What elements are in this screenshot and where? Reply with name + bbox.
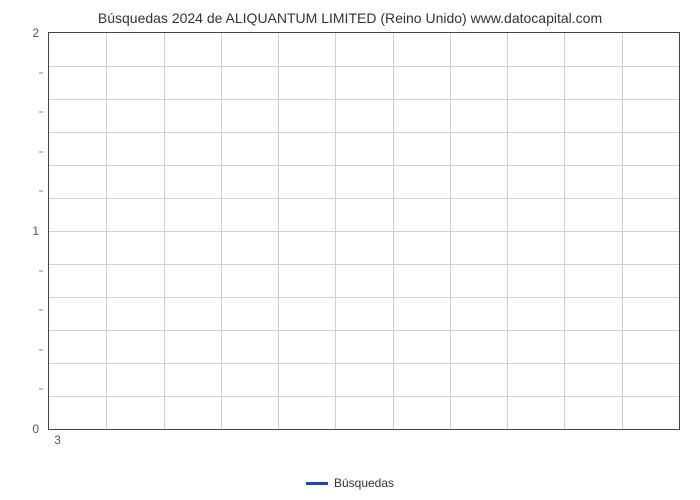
hgrid-line	[49, 297, 679, 298]
vgrid-line	[221, 33, 222, 429]
vgrid-line	[278, 33, 279, 429]
y-tick-minor	[39, 270, 43, 271]
legend-label: Búsquedas	[334, 476, 394, 490]
x-tick-label: 3	[54, 433, 61, 447]
vgrid-line	[564, 33, 565, 429]
chart-container: Búsquedas 2024 de ALIQUANTUM LIMITED (Re…	[0, 10, 700, 490]
vgrid-line	[622, 33, 623, 429]
vgrid-line	[164, 33, 165, 429]
hgrid-line	[49, 363, 679, 364]
vgrid-line	[393, 33, 394, 429]
hgrid-line	[49, 231, 679, 232]
plot-area: 0123	[48, 32, 680, 430]
legend-swatch	[306, 482, 328, 485]
hgrid-line	[49, 264, 679, 265]
y-tick-label: 0	[32, 422, 39, 436]
y-tick-minor	[39, 191, 43, 192]
vgrid-line	[335, 33, 336, 429]
hgrid-line	[49, 165, 679, 166]
y-tick-minor	[39, 310, 43, 311]
hgrid-line	[49, 198, 679, 199]
y-tick-minor	[39, 349, 43, 350]
y-tick-label: 1	[32, 224, 39, 238]
hgrid-line	[49, 66, 679, 67]
y-tick-minor	[39, 112, 43, 113]
chart-title: Búsquedas 2024 de ALIQUANTUM LIMITED (Re…	[0, 10, 700, 26]
plot-wrap: 0123	[48, 32, 680, 452]
y-tick-minor	[39, 151, 43, 152]
legend: Búsquedas	[0, 475, 700, 490]
hgrid-line	[49, 396, 679, 397]
hgrid-line	[49, 99, 679, 100]
hgrid-line	[49, 132, 679, 133]
vgrid-line	[507, 33, 508, 429]
hgrid-line	[49, 330, 679, 331]
y-tick-minor	[39, 72, 43, 73]
vgrid-line	[450, 33, 451, 429]
y-tick-label: 2	[32, 26, 39, 40]
vgrid-line	[106, 33, 107, 429]
y-tick-minor	[39, 389, 43, 390]
